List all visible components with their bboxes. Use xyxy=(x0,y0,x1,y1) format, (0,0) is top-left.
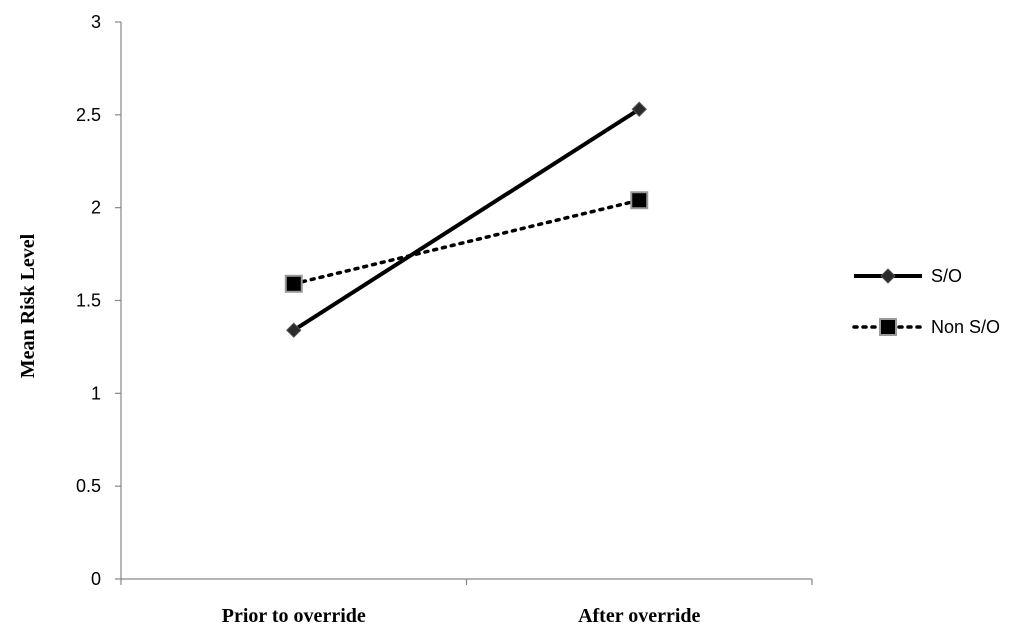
y-tick-label: 0.5 xyxy=(76,476,101,496)
y-tick-label: 2 xyxy=(91,198,101,218)
y-tick-label: 2.5 xyxy=(76,105,101,125)
x-tick-label: After override xyxy=(578,605,700,627)
data-point xyxy=(286,322,302,338)
y-tick-label: 0 xyxy=(91,569,101,589)
series-line xyxy=(292,107,641,332)
legend-label: S/O xyxy=(931,266,962,286)
axes xyxy=(120,22,812,580)
y-tick-label: 1.5 xyxy=(76,291,101,311)
y-axis-ticks: 0 0.5 1 1.5 2 2.5 3 xyxy=(76,12,121,589)
data-point xyxy=(631,101,647,117)
legend-label: Non S/O xyxy=(931,317,1000,337)
legend-item: S/O xyxy=(854,266,962,286)
series-group xyxy=(284,101,649,338)
legend-marker xyxy=(879,318,897,336)
y-axis-label: Mean Risk Level xyxy=(17,233,39,378)
series-line xyxy=(292,198,641,286)
legend-marker xyxy=(880,268,896,284)
data-point xyxy=(630,191,649,210)
series-s-o xyxy=(286,101,647,338)
data-point xyxy=(284,274,303,293)
x-tick-label: Prior to override xyxy=(222,605,366,627)
series-non-s-o xyxy=(284,191,649,293)
y-tick-label: 3 xyxy=(91,12,101,32)
x-axis-ticks: Prior to override After override xyxy=(120,579,813,627)
legend-item: Non S/O xyxy=(852,317,1000,337)
y-tick-label: 1 xyxy=(91,383,101,403)
legend: S/O Non S/O xyxy=(852,266,1000,337)
